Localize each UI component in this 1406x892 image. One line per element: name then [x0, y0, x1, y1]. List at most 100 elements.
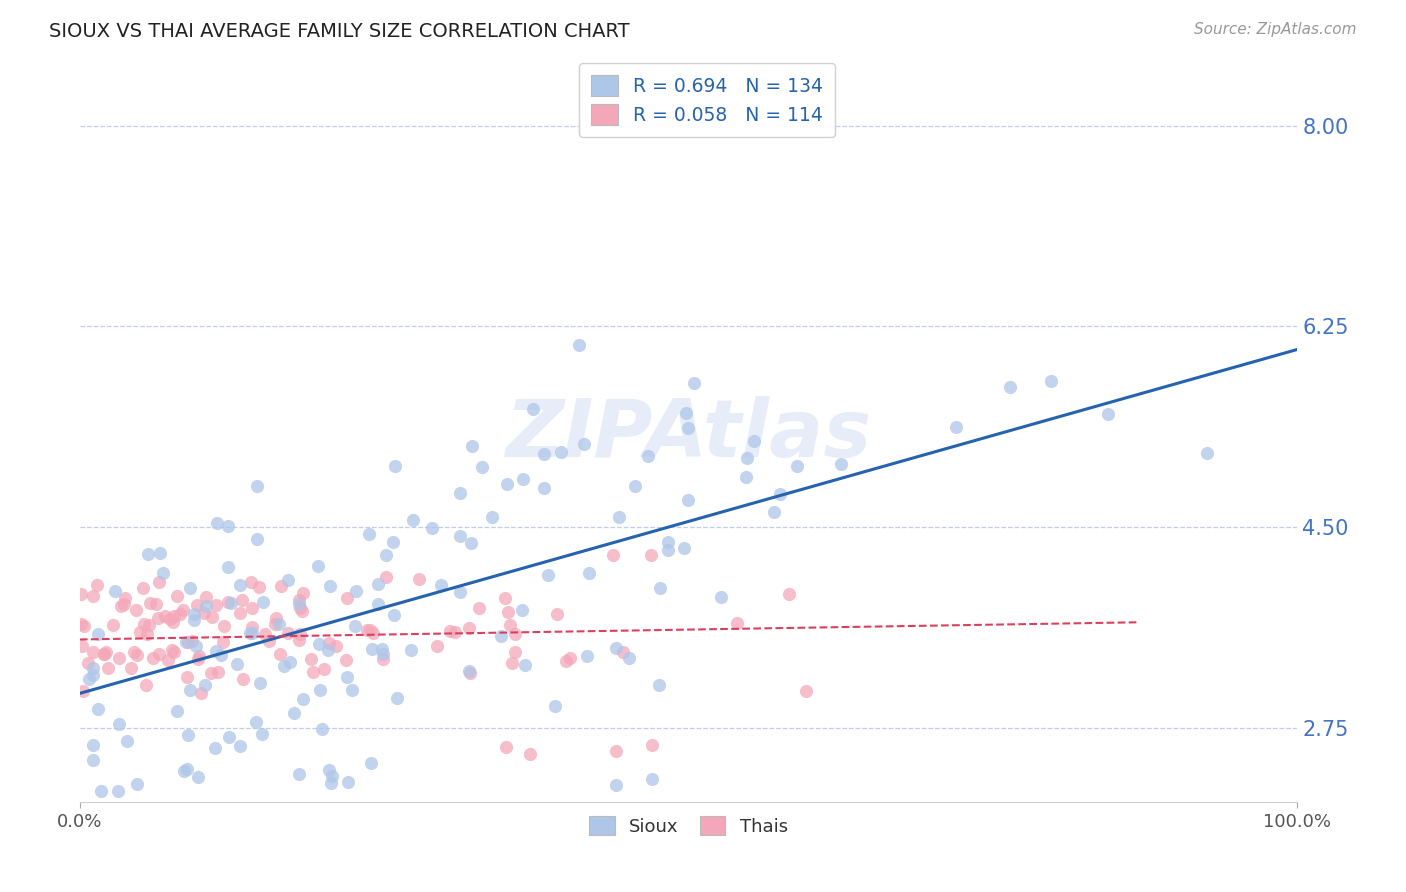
- Point: [607, 509, 630, 524]
- Point: [373, 652, 395, 666]
- Point: [444, 625, 467, 640]
- Point: [277, 626, 299, 640]
- Point: [239, 625, 262, 640]
- Point: [360, 641, 382, 656]
- Point: [186, 598, 208, 612]
- Point: [212, 635, 235, 649]
- Point: [420, 521, 443, 535]
- Point: [69, 617, 91, 632]
- Point: [173, 764, 195, 779]
- Point: [82, 738, 104, 752]
- Point: [402, 513, 425, 527]
- Point: [180, 634, 202, 648]
- Point: [578, 566, 600, 580]
- Point: [371, 642, 394, 657]
- Point: [120, 661, 142, 675]
- Point: [544, 698, 567, 713]
- Point: [148, 546, 170, 560]
- Point: [73, 619, 96, 633]
- Point: [735, 450, 758, 465]
- Point: [159, 612, 181, 626]
- Point: [308, 637, 330, 651]
- Point: [494, 591, 516, 606]
- Point: [288, 600, 311, 615]
- Point: [778, 587, 800, 601]
- Point: [194, 591, 217, 605]
- Point: [318, 636, 340, 650]
- Point: [471, 460, 494, 475]
- Point: [183, 607, 205, 622]
- Point: [673, 541, 696, 556]
- Point: [153, 609, 176, 624]
- Point: [408, 572, 430, 586]
- Point: [769, 486, 792, 500]
- Point: [605, 640, 627, 655]
- Point: [641, 772, 664, 787]
- Point: [72, 639, 94, 653]
- Point: [676, 420, 699, 434]
- Point: [152, 566, 174, 581]
- Point: [174, 635, 197, 649]
- Point: [257, 633, 280, 648]
- Point: [426, 639, 449, 653]
- Point: [316, 643, 339, 657]
- Point: [335, 670, 357, 684]
- Point: [288, 592, 311, 607]
- Point: [623, 479, 645, 493]
- Point: [162, 615, 184, 629]
- Point: [142, 651, 165, 665]
- Point: [375, 569, 398, 583]
- Point: [218, 731, 240, 745]
- Point: [240, 625, 263, 640]
- Point: [156, 652, 179, 666]
- Point: [254, 626, 277, 640]
- Point: [382, 608, 405, 623]
- Point: [93, 647, 115, 661]
- Point: [264, 617, 287, 632]
- Point: [176, 762, 198, 776]
- Point: [267, 616, 290, 631]
- Point: [183, 613, 205, 627]
- Point: [112, 598, 135, 612]
- Point: [457, 621, 479, 635]
- Point: [283, 706, 305, 720]
- Legend: Sioux, Thais: Sioux, Thais: [581, 807, 797, 845]
- Point: [560, 650, 582, 665]
- Point: [125, 648, 148, 662]
- Point: [146, 610, 169, 624]
- Point: [612, 645, 634, 659]
- Point: [678, 493, 700, 508]
- Point: [169, 607, 191, 621]
- Point: [200, 665, 222, 680]
- Text: ZIPAtlas: ZIPAtlas: [506, 396, 872, 475]
- Point: [640, 548, 662, 562]
- Point: [288, 627, 311, 641]
- Point: [266, 610, 288, 624]
- Point: [602, 548, 624, 562]
- Point: [512, 472, 534, 486]
- Point: [336, 591, 359, 606]
- Point: [82, 645, 104, 659]
- Point: [101, 618, 124, 632]
- Point: [617, 650, 640, 665]
- Point: [229, 606, 252, 620]
- Point: [187, 770, 209, 784]
- Point: [72, 684, 94, 698]
- Point: [501, 656, 523, 670]
- Point: [467, 601, 489, 615]
- Point: [212, 619, 235, 633]
- Point: [138, 547, 160, 561]
- Point: [188, 648, 211, 663]
- Point: [184, 639, 207, 653]
- Point: [367, 577, 389, 591]
- Point: [205, 644, 228, 658]
- Point: [657, 535, 679, 549]
- Point: [449, 486, 471, 500]
- Point: [325, 639, 347, 653]
- Point: [207, 665, 229, 679]
- Point: [70, 587, 93, 601]
- Point: [458, 665, 481, 679]
- Point: [734, 470, 756, 484]
- Point: [76, 656, 98, 670]
- Point: [278, 655, 301, 669]
